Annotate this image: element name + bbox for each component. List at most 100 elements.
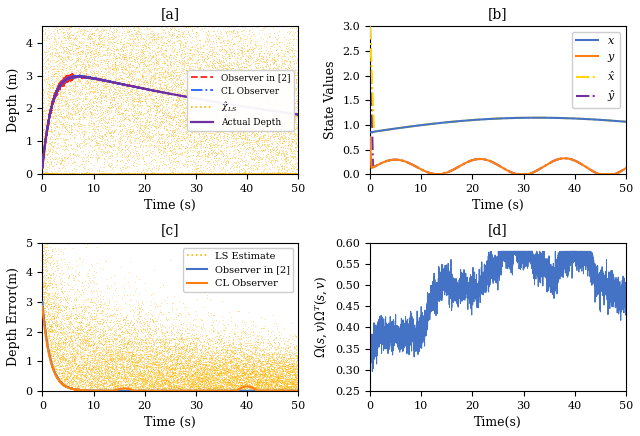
Actual Depth	[230, 102, 237, 108]
$\hat{y}$	[557, 156, 565, 161]
$x$	[413, 123, 420, 128]
CL Observer	[192, 388, 200, 393]
$\hat{y}$	[622, 166, 630, 171]
CL Observer	[136, 85, 144, 91]
$y$	[577, 161, 584, 166]
Observer in [2]	[38, 299, 46, 304]
CL Observer	[85, 388, 93, 393]
Observer in [2]	[67, 71, 75, 76]
Observer in [2]	[294, 112, 302, 117]
Actual Depth	[74, 74, 82, 79]
Title: [b]: [b]	[488, 7, 508, 21]
CL Observer	[136, 388, 144, 393]
$x$	[464, 118, 472, 123]
$\hat{x}$	[370, 129, 378, 134]
$\hat{x}$	[464, 118, 472, 123]
Observer in [2]	[192, 388, 200, 393]
$y$	[520, 171, 527, 177]
Actual Depth	[38, 165, 46, 170]
Line: $\hat{x}$: $\hat{x}$	[370, 26, 626, 132]
$x$	[520, 115, 527, 120]
$x$	[366, 129, 374, 135]
X-axis label: Time (s): Time (s)	[472, 199, 524, 212]
Legend: Observer in [2], CL Observer, $\hat{\chi}_{LS}$, Actual Depth: Observer in [2], CL Observer, $\hat{\chi…	[188, 69, 294, 131]
Actual Depth	[136, 85, 144, 91]
CL Observer	[85, 75, 93, 80]
$\hat{x}$	[520, 115, 527, 120]
$\hat{y}$	[520, 171, 527, 177]
$x$	[532, 115, 540, 120]
Observer in [2]	[230, 388, 237, 393]
$y$	[557, 156, 565, 161]
CL Observer	[230, 102, 237, 108]
Observer in [2]	[192, 96, 200, 101]
$y$	[464, 159, 472, 164]
$y$	[622, 166, 630, 171]
$\hat{y}$	[532, 168, 540, 174]
Observer in [2]	[85, 388, 93, 393]
$\hat{y}$	[464, 159, 472, 164]
Y-axis label: State Values: State Values	[324, 61, 337, 140]
CL Observer	[249, 106, 257, 111]
CL Observer	[38, 166, 46, 171]
Title: [c]: [c]	[161, 224, 180, 238]
$\hat{y}$	[413, 164, 420, 170]
$y$	[532, 168, 540, 174]
CL Observer	[294, 388, 302, 393]
Observer in [2]	[249, 106, 257, 111]
$\hat{y}$	[432, 171, 440, 177]
$\hat{x}$	[413, 123, 420, 128]
$x$	[577, 116, 584, 121]
Y-axis label: Depth Error(m): Depth Error(m)	[7, 267, 20, 366]
$x$	[532, 115, 540, 120]
Actual Depth	[85, 75, 93, 80]
CL Observer	[76, 73, 84, 78]
Line: Actual Depth: Actual Depth	[42, 77, 298, 167]
X-axis label: Time(s): Time(s)	[474, 416, 522, 429]
Line: $x$: $x$	[370, 118, 626, 132]
Actual Depth	[294, 112, 302, 117]
CL Observer	[294, 112, 302, 117]
$x$	[622, 119, 630, 124]
$x$	[557, 116, 565, 121]
Line: Observer in [2]: Observer in [2]	[42, 302, 298, 391]
$\hat{x}$	[622, 119, 630, 124]
CL Observer	[249, 385, 257, 391]
$\hat{y}$	[577, 161, 584, 166]
Y-axis label: Depth (m): Depth (m)	[7, 68, 20, 133]
Observer in [2]	[38, 166, 46, 171]
CL Observer	[205, 388, 212, 393]
Line: $y$: $y$	[370, 137, 626, 174]
CL Observer	[280, 388, 288, 393]
Observer in [2]	[205, 98, 212, 103]
Observer in [2]	[136, 85, 144, 91]
$\hat{x}$	[366, 24, 374, 29]
Observer in [2]	[279, 388, 287, 393]
$y$	[366, 135, 374, 140]
$\hat{x}$	[557, 116, 565, 121]
CL Observer	[230, 388, 237, 393]
Observer in [2]	[230, 102, 237, 108]
Actual Depth	[249, 106, 257, 111]
Observer in [2]	[38, 164, 46, 170]
CL Observer	[192, 96, 200, 101]
Observer in [2]	[205, 388, 212, 393]
Legend: $x$, $y$, $\hat{x}$, $\hat{y}$: $x$, $y$, $\hat{x}$, $\hat{y}$	[572, 32, 620, 108]
Line: CL Observer: CL Observer	[42, 76, 298, 168]
Line: CL Observer: CL Observer	[42, 307, 298, 391]
$\hat{x}$	[532, 115, 540, 120]
Actual Depth	[192, 96, 200, 101]
Title: [d]: [d]	[488, 224, 508, 238]
$\hat{x}$	[577, 116, 584, 121]
Actual Depth	[205, 98, 212, 103]
$y$	[413, 164, 420, 170]
Legend: LS Estimate, Observer in [2], CL Observer: LS Estimate, Observer in [2], CL Observe…	[184, 248, 294, 292]
Observer in [2]	[249, 388, 257, 393]
Observer in [2]	[136, 388, 144, 393]
Y-axis label: $\Omega(s,v)\Omega^T(s,v)$: $\Omega(s,v)\Omega^T(s,v)$	[312, 276, 330, 358]
Title: [a]: [a]	[161, 7, 180, 21]
CL Observer	[205, 98, 212, 103]
Observer in [2]	[294, 388, 302, 393]
Observer in [2]	[85, 75, 93, 80]
$y$	[432, 171, 440, 177]
